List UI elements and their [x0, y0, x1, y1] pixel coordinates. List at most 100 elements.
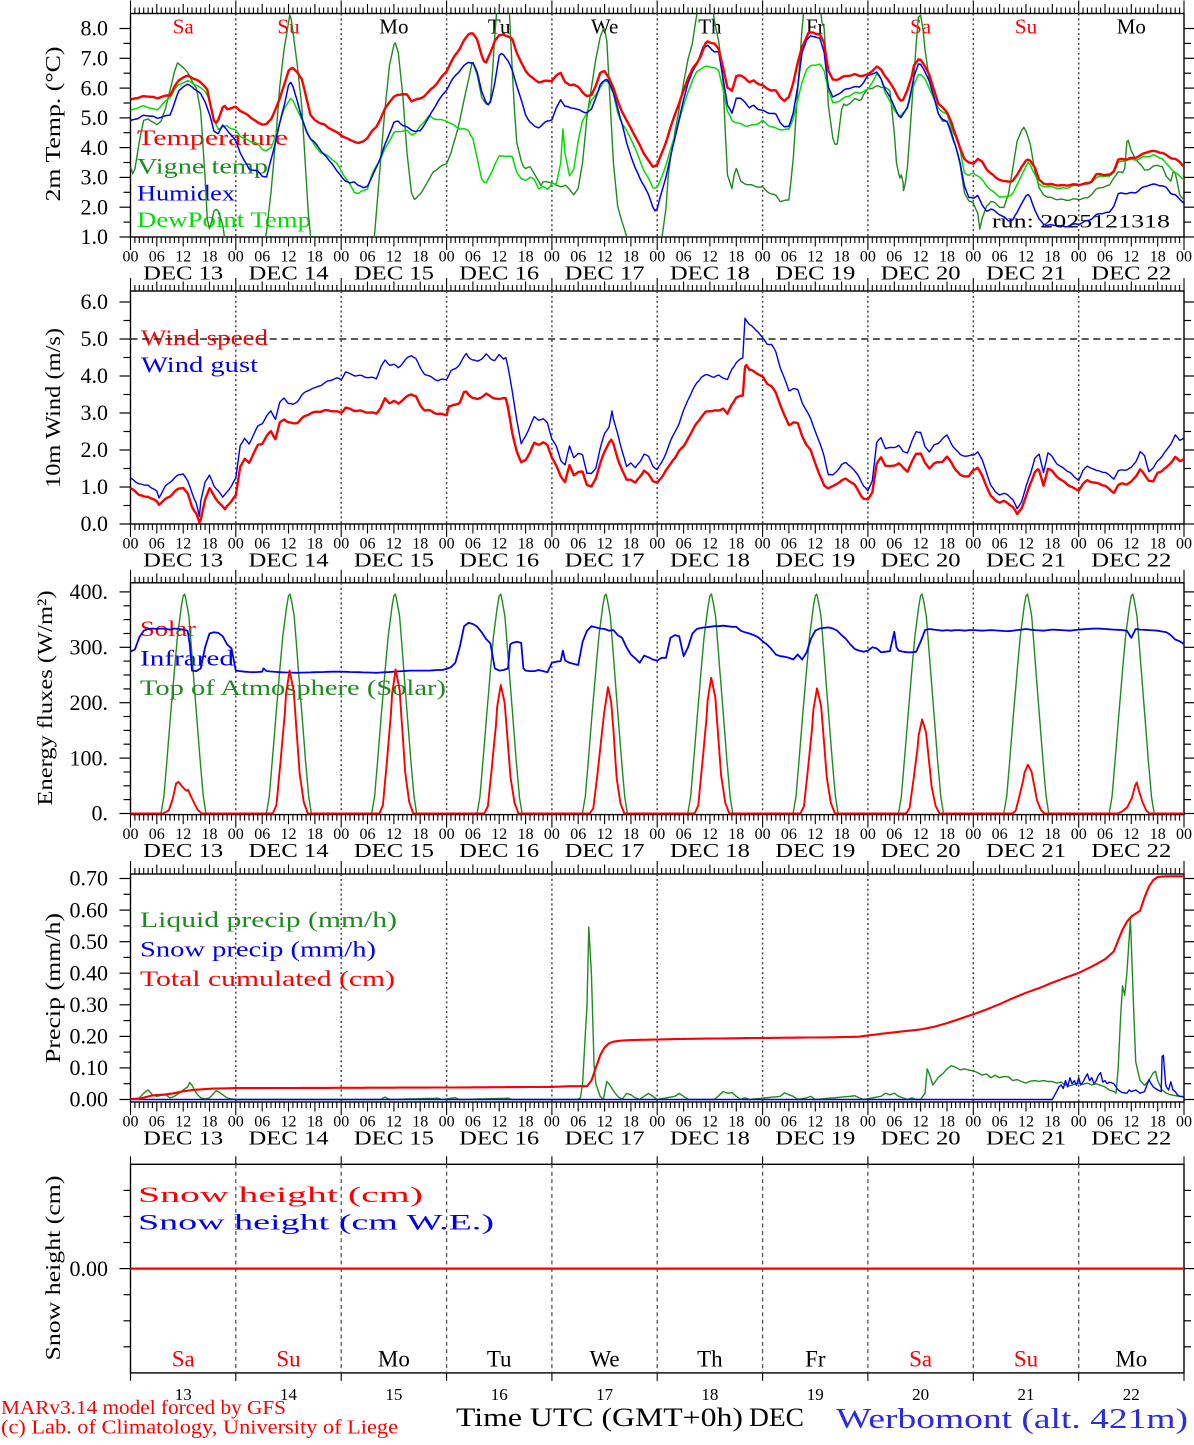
svg-text:06: 06: [465, 249, 481, 266]
svg-text:DEC 14: DEC 14: [249, 1128, 329, 1150]
svg-text:Tu: Tu: [487, 1347, 512, 1372]
svg-text:18: 18: [728, 1114, 744, 1131]
svg-text:06: 06: [781, 1114, 797, 1131]
svg-text:1.0: 1.0: [81, 224, 109, 249]
svg-text:DEC 14: DEC 14: [249, 550, 329, 572]
svg-text:12: 12: [1018, 536, 1034, 553]
svg-text:00: 00: [439, 826, 455, 843]
svg-text:12: 12: [597, 249, 613, 266]
svg-text:06: 06: [992, 826, 1008, 843]
svg-text:4.0: 4.0: [81, 135, 109, 160]
svg-text:Sa: Sa: [173, 15, 195, 39]
svg-text:00: 00: [755, 536, 771, 553]
svg-text:DEC 15: DEC 15: [354, 263, 434, 285]
svg-text:12: 12: [702, 536, 718, 553]
svg-text:12: 12: [281, 536, 297, 553]
svg-text:06: 06: [360, 536, 376, 553]
svg-text:18: 18: [834, 826, 850, 843]
svg-text:18: 18: [728, 249, 744, 266]
svg-text:12: 12: [175, 826, 191, 843]
svg-text:00: 00: [649, 249, 665, 266]
svg-text:0.30: 0.30: [70, 992, 109, 1017]
svg-text:18: 18: [728, 826, 744, 843]
svg-text:10m Wind (m/s): 10m Wind (m/s): [41, 328, 65, 488]
svg-text:18: 18: [307, 249, 323, 266]
svg-text:00: 00: [1176, 249, 1192, 266]
svg-text:0.10: 0.10: [70, 1055, 109, 1080]
svg-text:2.0: 2.0: [81, 194, 109, 219]
svg-text:Total cumulated (cm): Total cumulated (cm): [140, 966, 395, 991]
svg-text:DEC 14: DEC 14: [249, 263, 329, 285]
svg-text:DEC 16: DEC 16: [459, 550, 539, 572]
svg-text:18: 18: [939, 826, 955, 843]
svg-text:Sa: Sa: [909, 1347, 932, 1372]
svg-text:DEC 22: DEC 22: [1091, 840, 1171, 862]
svg-text:18: 18: [1150, 249, 1166, 266]
svg-text:06: 06: [254, 536, 270, 553]
svg-text:12: 12: [702, 826, 718, 843]
svg-text:Snow height (cm): Snow height (cm): [41, 1176, 65, 1361]
svg-text:00: 00: [333, 536, 349, 553]
svg-text:DEC 19: DEC 19: [775, 263, 855, 285]
svg-text:06: 06: [992, 536, 1008, 553]
svg-text:Tu: Tu: [488, 15, 511, 39]
svg-text:18: 18: [1150, 826, 1166, 843]
svg-text:3.0: 3.0: [81, 400, 109, 425]
svg-text:DEC 13: DEC 13: [143, 840, 223, 862]
svg-text:Snow height (cm): Snow height (cm): [138, 1182, 423, 1207]
svg-text:21: 21: [1018, 1385, 1035, 1404]
svg-text:18: 18: [623, 1114, 639, 1131]
svg-text:06: 06: [886, 1114, 902, 1131]
svg-text:12: 12: [1123, 249, 1139, 266]
svg-text:12: 12: [1018, 826, 1034, 843]
svg-text:Temperature: Temperature: [137, 125, 288, 150]
svg-text:06: 06: [149, 826, 165, 843]
svg-text:18: 18: [412, 826, 428, 843]
svg-text:DEC 20: DEC 20: [881, 263, 961, 285]
svg-text:06: 06: [1097, 1114, 1113, 1131]
svg-text:18: 18: [939, 536, 955, 553]
svg-text:00: 00: [1071, 536, 1087, 553]
svg-text:06: 06: [254, 826, 270, 843]
svg-text:00: 00: [333, 826, 349, 843]
svg-text:4.0: 4.0: [81, 363, 109, 388]
svg-text:0.0: 0.0: [81, 511, 109, 536]
svg-text:18: 18: [1044, 536, 1060, 553]
svg-text:18: 18: [518, 536, 534, 553]
svg-text:00: 00: [228, 249, 244, 266]
svg-text:06: 06: [676, 536, 692, 553]
svg-text:0.50: 0.50: [70, 929, 109, 954]
svg-text:06: 06: [149, 536, 165, 553]
svg-text:DEC 20: DEC 20: [881, 550, 961, 572]
svg-text:DEC 19: DEC 19: [775, 1128, 855, 1150]
svg-text:Fr: Fr: [805, 1347, 826, 1372]
svg-text:12: 12: [913, 249, 929, 266]
svg-text:00: 00: [123, 1114, 139, 1131]
svg-text:DEC 13: DEC 13: [143, 263, 223, 285]
svg-text:20: 20: [912, 1385, 929, 1404]
svg-text:DEC 21: DEC 21: [986, 1128, 1066, 1150]
svg-text:300.: 300.: [70, 635, 109, 660]
svg-text:06: 06: [360, 826, 376, 843]
svg-text:12: 12: [913, 826, 929, 843]
svg-text:06: 06: [570, 1114, 586, 1131]
svg-text:run: 2025121318: run: 2025121318: [992, 212, 1170, 233]
svg-text:12: 12: [702, 249, 718, 266]
svg-text:Time UTC (GMT+0h): Time UTC (GMT+0h): [456, 1403, 743, 1432]
svg-text:Precip (mm/h): Precip (mm/h): [41, 913, 65, 1063]
svg-text:12: 12: [491, 1114, 507, 1131]
svg-text:DEC 20: DEC 20: [881, 840, 961, 862]
svg-text:DEC 21: DEC 21: [986, 263, 1066, 285]
svg-text:18: 18: [202, 536, 218, 553]
svg-text:18: 18: [834, 536, 850, 553]
svg-text:00: 00: [439, 536, 455, 553]
svg-text:12: 12: [1123, 826, 1139, 843]
svg-text:Sa: Sa: [910, 15, 932, 39]
svg-text:12: 12: [1123, 1114, 1139, 1131]
svg-text:18: 18: [412, 249, 428, 266]
svg-text:DEC 22: DEC 22: [1091, 1128, 1171, 1150]
svg-text:1.0: 1.0: [81, 474, 109, 499]
svg-text:DEC 15: DEC 15: [354, 840, 434, 862]
svg-text:00: 00: [439, 1114, 455, 1131]
svg-text:00: 00: [544, 536, 560, 553]
